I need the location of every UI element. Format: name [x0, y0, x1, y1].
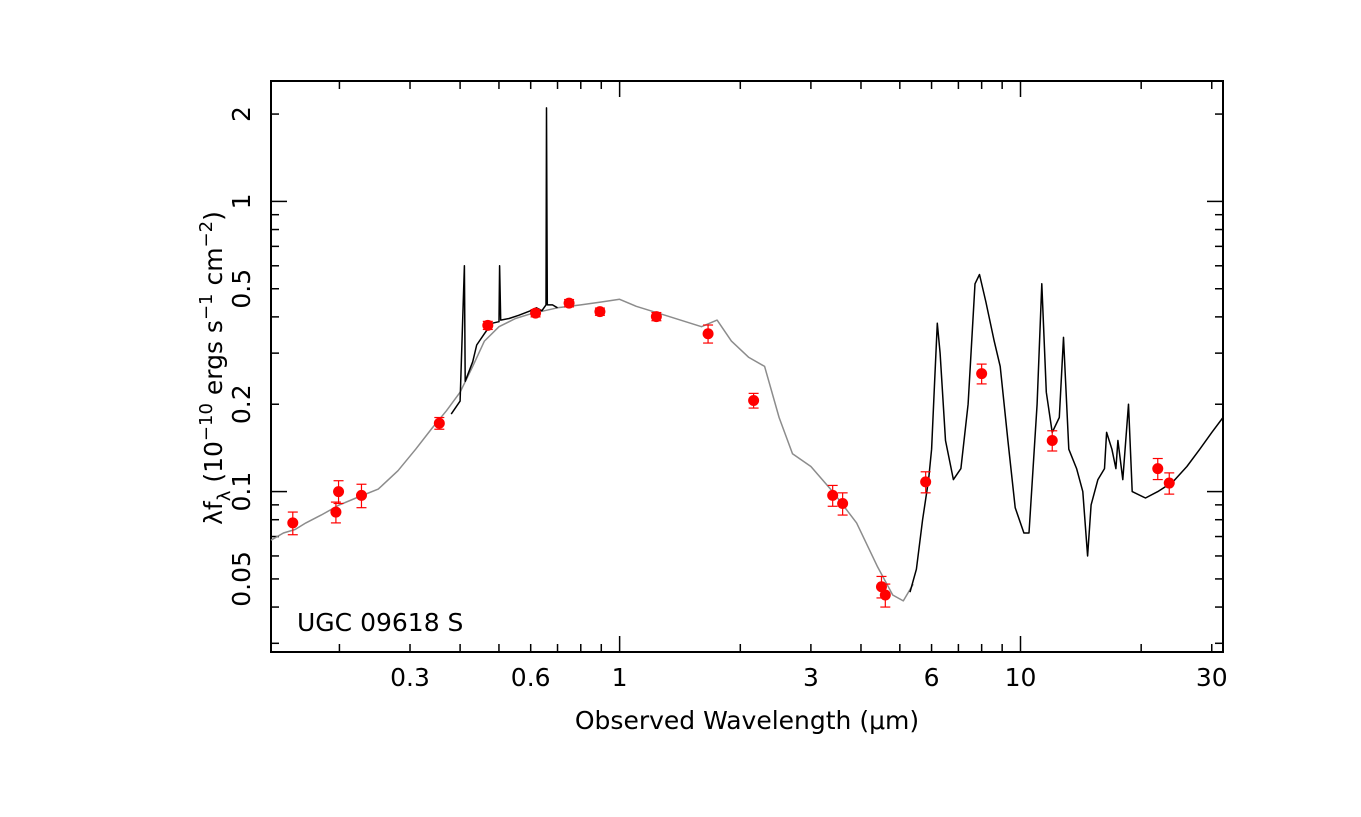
- x-tick-label: 30: [1196, 663, 1228, 692]
- optical-spectrum-line: [450, 107, 558, 415]
- y-tick-label: 0.2: [227, 384, 256, 424]
- photometry-point: [976, 368, 988, 380]
- x-tick-label: 1: [612, 663, 628, 692]
- photometry-point: [920, 476, 932, 488]
- x-tick-label: 3: [803, 663, 819, 692]
- y-label-f: f: [199, 500, 228, 510]
- photometry-point: [563, 297, 575, 309]
- y-label-exp3: −2: [196, 221, 217, 248]
- photometry-point: [748, 395, 760, 407]
- y-label-open: (10: [199, 441, 228, 491]
- photometry-point: [530, 307, 542, 319]
- photometry-point: [1046, 434, 1058, 446]
- model-sed-line: [270, 298, 914, 602]
- axis-ticks: [271, 81, 1223, 652]
- y-label-exp2: −1: [196, 293, 217, 320]
- y-tick-label: 0.05: [227, 551, 256, 607]
- photometry-point: [330, 506, 342, 518]
- photometry-point: [702, 328, 714, 340]
- ir-spectrum-line: [909, 273, 1224, 593]
- x-tick-labels: 0.3 0.6 1 3 6 10 30: [390, 663, 1228, 692]
- y-label-exp1: −10: [196, 403, 217, 441]
- x-tick-label: 10: [1005, 663, 1037, 692]
- photometry-point: [1152, 463, 1164, 475]
- photometry-point: [287, 517, 299, 529]
- y-tick-label: 1: [227, 193, 256, 209]
- y-axis-label: λfλ (10−10 ergs s−1 cm−2): [196, 211, 235, 525]
- x-tick-label: 0.6: [511, 663, 551, 692]
- y-label-f-sub: λ: [214, 490, 235, 501]
- photometry-point: [355, 489, 367, 501]
- photometry-points: [287, 297, 1175, 608]
- photometry-point: [482, 319, 494, 331]
- x-tick-label: 0.3: [390, 663, 430, 692]
- y-label-mid: ergs s: [199, 320, 228, 403]
- y-label-close: ): [199, 211, 228, 221]
- spectra: [270, 107, 1224, 602]
- y-tick-label: 0.1: [227, 472, 256, 512]
- annotation-label: UGC 09618 S: [297, 608, 463, 637]
- photometry-point: [650, 311, 662, 323]
- photometry-point: [333, 486, 345, 498]
- photometry-point: [837, 497, 849, 509]
- photometry-point: [1163, 477, 1175, 489]
- y-label-lambda: λ: [199, 510, 228, 525]
- x-tick-label: 6: [924, 663, 940, 692]
- photometry-point: [594, 306, 606, 318]
- y-tick-label: 0.5: [227, 269, 256, 309]
- photometry-point: [879, 589, 891, 601]
- y-label-cm: cm: [199, 247, 228, 293]
- x-axis-label: Observed Wavelength (μm): [575, 706, 919, 735]
- photometry-point: [433, 417, 445, 429]
- y-tick-labels: 0.05 0.1 0.2 0.5 1 2: [227, 106, 256, 607]
- photometry-point: [827, 489, 839, 501]
- plot-frame: [270, 80, 1224, 653]
- y-tick-label: 2: [227, 106, 256, 122]
